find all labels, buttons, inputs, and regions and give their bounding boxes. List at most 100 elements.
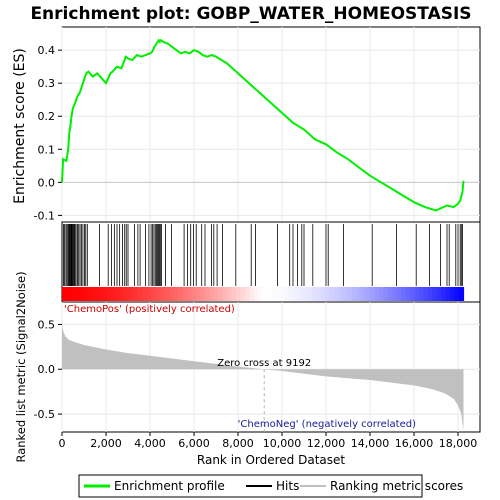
colorbar-segment (84, 287, 90, 301)
colorbar-segment (271, 287, 277, 301)
colorbar-segment (436, 287, 442, 301)
colorbar-segment (343, 287, 349, 301)
colorbar-segment (133, 287, 139, 301)
colorbar-segment (262, 287, 268, 301)
colorbar-segment (62, 287, 68, 301)
x-tick-label: 18,000 (439, 437, 478, 450)
metric-ylabel: Ranked list metric (Signal2Noise) (14, 271, 28, 462)
colorbar-segment (186, 287, 192, 301)
colorbar-segment (392, 287, 398, 301)
colorbar-segment (414, 287, 420, 301)
colorbar-segment (177, 287, 184, 301)
es-ytick-label: 0.3 (38, 77, 56, 90)
colorbar-segment (427, 287, 433, 301)
es-ylabel: Enrichment score (ES) (12, 48, 28, 204)
colorbar-segment (351, 287, 358, 301)
colorbar-segment (142, 287, 148, 301)
legend: Enrichment profile Hits Ranking metric s… (78, 474, 463, 498)
es-ytick-label: 0.2 (38, 110, 56, 123)
colorbar-segment (75, 287, 81, 301)
metric-ytick-label: 0.0 (38, 363, 56, 376)
colorbar-segment (445, 287, 451, 301)
colorbar-segment (160, 287, 166, 301)
colorbar-segment (191, 287, 197, 301)
metric-ytick-label: 0.5 (38, 318, 56, 331)
colorbar-segment (338, 287, 344, 301)
colorbar-segment (289, 287, 295, 301)
colorbar-segment (173, 287, 179, 301)
colorbar-segment (146, 287, 152, 301)
colorbar-segment (378, 287, 384, 301)
x-tick-label: 8,000 (222, 437, 254, 450)
metric-panel: -0.5 0.0 0.5 Zero cross at 9192 'ChemoPos'… (14, 271, 481, 463)
colorbar-segment (111, 287, 117, 301)
legend-metric-label: Ranking metric scores (330, 479, 463, 493)
colorbar-segment (302, 287, 308, 301)
x-tick-label: 14,000 (351, 437, 390, 450)
colorbar-segment (182, 287, 188, 301)
colorbar-segment (93, 287, 99, 301)
colorbar-segment (405, 287, 411, 301)
colorbar-segment (204, 287, 210, 301)
colorbar-segment (218, 287, 224, 301)
es-ytick-label: 0.0 (38, 176, 56, 189)
colorbar-segment (124, 287, 130, 301)
x-tick-label: 0 (59, 437, 66, 450)
colorbar-segment (409, 287, 416, 301)
colorbar-segment (454, 287, 460, 301)
colorbar-segment (244, 287, 250, 301)
x-tick-label: 4,000 (134, 437, 166, 450)
colorbar-segment (213, 287, 219, 301)
colorbar-segment (459, 287, 465, 301)
colorbar-segment (374, 287, 380, 301)
legend-es-label: Enrichment profile (114, 479, 225, 493)
colorbar-segment (88, 287, 94, 301)
colorbar-segment (97, 287, 103, 301)
ranking-metric-area (62, 322, 464, 431)
colorbar-segment (66, 287, 72, 301)
es-ytick-label: -0.1 (34, 209, 55, 222)
colorbar-segment (320, 287, 326, 301)
colorbar-segment (249, 287, 255, 301)
colorbar-segment (169, 287, 175, 301)
x-tick-label: 10,000 (263, 437, 302, 450)
x-tick-label: 16,000 (395, 437, 434, 450)
zero-cross-label: Zero cross at 9192 (217, 358, 311, 369)
colorbar-segment (164, 287, 170, 301)
x-axis-label: Rank in Ordered Dataset (197, 453, 345, 467)
colorbar-segment (298, 287, 304, 301)
colorbar-segment (209, 287, 215, 301)
colorbar-segment (276, 287, 282, 301)
colorbar-segment (195, 287, 201, 301)
x-tick-label: 2,000 (90, 437, 122, 450)
es-profile-line (61, 38, 465, 212)
x-axis: 0 2,000 4,000 6,000 8,000 10,000 12,000 14,000 1… (59, 432, 478, 450)
colorbar-segment (115, 287, 121, 301)
colorbar-segment (102, 287, 108, 301)
colorbar-segment (450, 287, 456, 301)
pos-correlated-label: 'ChemoPos' (positively correlated) (64, 304, 235, 315)
colorbar-segment (293, 287, 300, 301)
es-ytick-label: 0.1 (38, 143, 56, 156)
colorbar-segment (387, 287, 393, 301)
es-ytick-label: 0.4 (38, 44, 56, 57)
colorbar-segment (383, 287, 389, 301)
es-plot-area (61, 26, 481, 223)
colorbar-segment (267, 287, 273, 301)
colorbar-segment (396, 287, 402, 301)
colorbar-segment (285, 287, 291, 301)
colorbar-segment (307, 287, 313, 301)
chart-title: Enrichment plot: GOBP_WATER_HOMEOSTASIS (30, 4, 471, 24)
colorbar-segment (240, 287, 246, 301)
colorbar-segment (155, 287, 161, 301)
colorbar-segment (119, 287, 126, 301)
colorbar-segment (360, 287, 366, 301)
colorbar-segment (418, 287, 424, 301)
colorbar-segment (222, 287, 228, 301)
colorbar-segment (401, 287, 407, 301)
colorbar-segment (106, 287, 112, 301)
neg-correlated-label: 'ChemoNeg' (negatively correlated) (238, 419, 416, 430)
colorbar-segment (253, 287, 259, 301)
colorbar-segment (334, 287, 340, 301)
